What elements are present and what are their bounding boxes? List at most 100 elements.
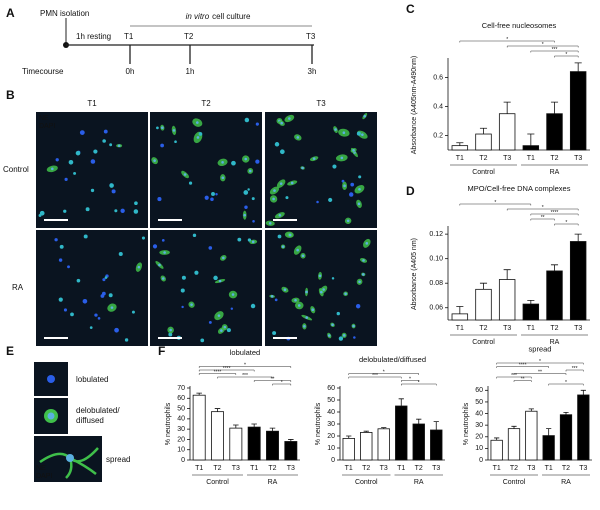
sig-bracket: [513, 373, 567, 375]
error-bar: [580, 389, 586, 395]
cell-nucleus: [303, 325, 306, 328]
cell: [58, 297, 63, 302]
group-label: RA: [561, 479, 571, 486]
y-tick-label: 20: [177, 436, 185, 443]
cell-nucleus: [362, 259, 365, 262]
cell-nucleus: [47, 412, 55, 420]
cell: [338, 336, 344, 341]
x-tick-label: T1: [545, 465, 553, 472]
sig-label: ***: [572, 366, 578, 372]
timepoint: T2: [184, 32, 194, 41]
x-tick-label: T1: [493, 465, 501, 472]
cell: [231, 160, 236, 166]
cell: [204, 195, 209, 200]
cell: [353, 336, 356, 339]
y-tick-label: 0.2: [433, 132, 443, 139]
cell: [277, 234, 282, 239]
y-tick-label: 0.12: [429, 231, 443, 238]
cell: [39, 210, 45, 216]
cell: [215, 192, 218, 196]
cell-nucleus: [281, 245, 285, 248]
column-header: T3: [316, 99, 326, 108]
cell: [134, 201, 138, 206]
resting-label: 1h resting: [76, 32, 111, 41]
cell-nucleus: [296, 248, 299, 252]
cell-nucleus: [51, 167, 54, 171]
error-bar: [563, 411, 569, 415]
bar: [542, 435, 555, 461]
cell-nucleus: [361, 273, 365, 276]
sig-bracket: [530, 213, 579, 216]
y-tick-label: 0.10: [429, 256, 443, 263]
cell: [67, 265, 70, 269]
cell: [168, 332, 173, 337]
cell-nucleus: [288, 233, 292, 237]
bar: [569, 241, 587, 321]
group-label: Control: [472, 169, 495, 176]
cell-nucleus: [279, 182, 283, 185]
group-label: RA: [550, 339, 560, 346]
error-bar: [550, 264, 559, 271]
cell-nucleus: [223, 325, 227, 329]
sig-bracket: [530, 218, 555, 221]
panel-label: E: [6, 344, 14, 358]
error-bar: [288, 439, 294, 442]
time: 0h: [126, 67, 135, 76]
cell-nucleus: [196, 136, 200, 139]
sig-label: **: [541, 215, 545, 221]
error-bar: [503, 101, 511, 114]
cell-nucleus: [153, 159, 156, 162]
cell: [244, 205, 248, 210]
x-tick-label: T2: [415, 465, 423, 472]
cell-nucleus: [343, 184, 346, 188]
cell: [341, 179, 345, 183]
sig-label: *: [409, 376, 411, 382]
x-tick-label: T2: [562, 465, 570, 472]
cell: [47, 375, 55, 383]
bar: [498, 279, 516, 321]
y-axis-label: % neutrophils: [165, 402, 172, 445]
cell: [356, 131, 361, 136]
sig-label: **: [521, 376, 525, 382]
time: 1h: [186, 67, 195, 76]
cell-nucleus: [322, 288, 325, 291]
cell: [118, 252, 123, 257]
cell-nucleus: [220, 329, 223, 332]
sig-bracket: [496, 376, 532, 379]
sig-label: ****: [214, 369, 222, 375]
x-tick-label: T3: [574, 325, 582, 332]
cell: [250, 303, 256, 309]
cell: [255, 159, 260, 164]
cell: [211, 191, 215, 196]
y-tick-label: 0.06: [429, 305, 443, 312]
bar: [507, 428, 521, 461]
sig-bracket: [253, 380, 292, 382]
cell-nucleus: [340, 156, 344, 160]
cell: [75, 150, 81, 156]
error-bar: [456, 306, 464, 314]
sig-bracket: [217, 376, 273, 379]
cell-nucleus: [273, 189, 276, 192]
bar: [229, 427, 243, 461]
cell: [156, 126, 159, 130]
x-tick-label: T1: [456, 155, 464, 162]
cell-nucleus: [283, 288, 287, 291]
y-tick-label: 10: [327, 445, 335, 452]
cell: [83, 234, 88, 239]
morph-label: lobulated: [76, 375, 108, 384]
cell-nucleus: [357, 202, 361, 206]
bar: [377, 428, 390, 461]
group-label: Control: [472, 339, 495, 346]
group-label: RA: [268, 479, 278, 486]
chart-title: spread: [529, 344, 552, 353]
sig-label: *: [281, 380, 283, 386]
bar: [451, 145, 469, 151]
cell: [89, 326, 93, 329]
sig-label: **: [271, 376, 275, 382]
sig-bracket: [554, 223, 579, 226]
cell: [188, 181, 193, 185]
cell-nucleus: [280, 121, 283, 125]
cell: [279, 149, 285, 155]
y-tick-label: 40: [177, 416, 185, 423]
cell: [208, 320, 212, 324]
